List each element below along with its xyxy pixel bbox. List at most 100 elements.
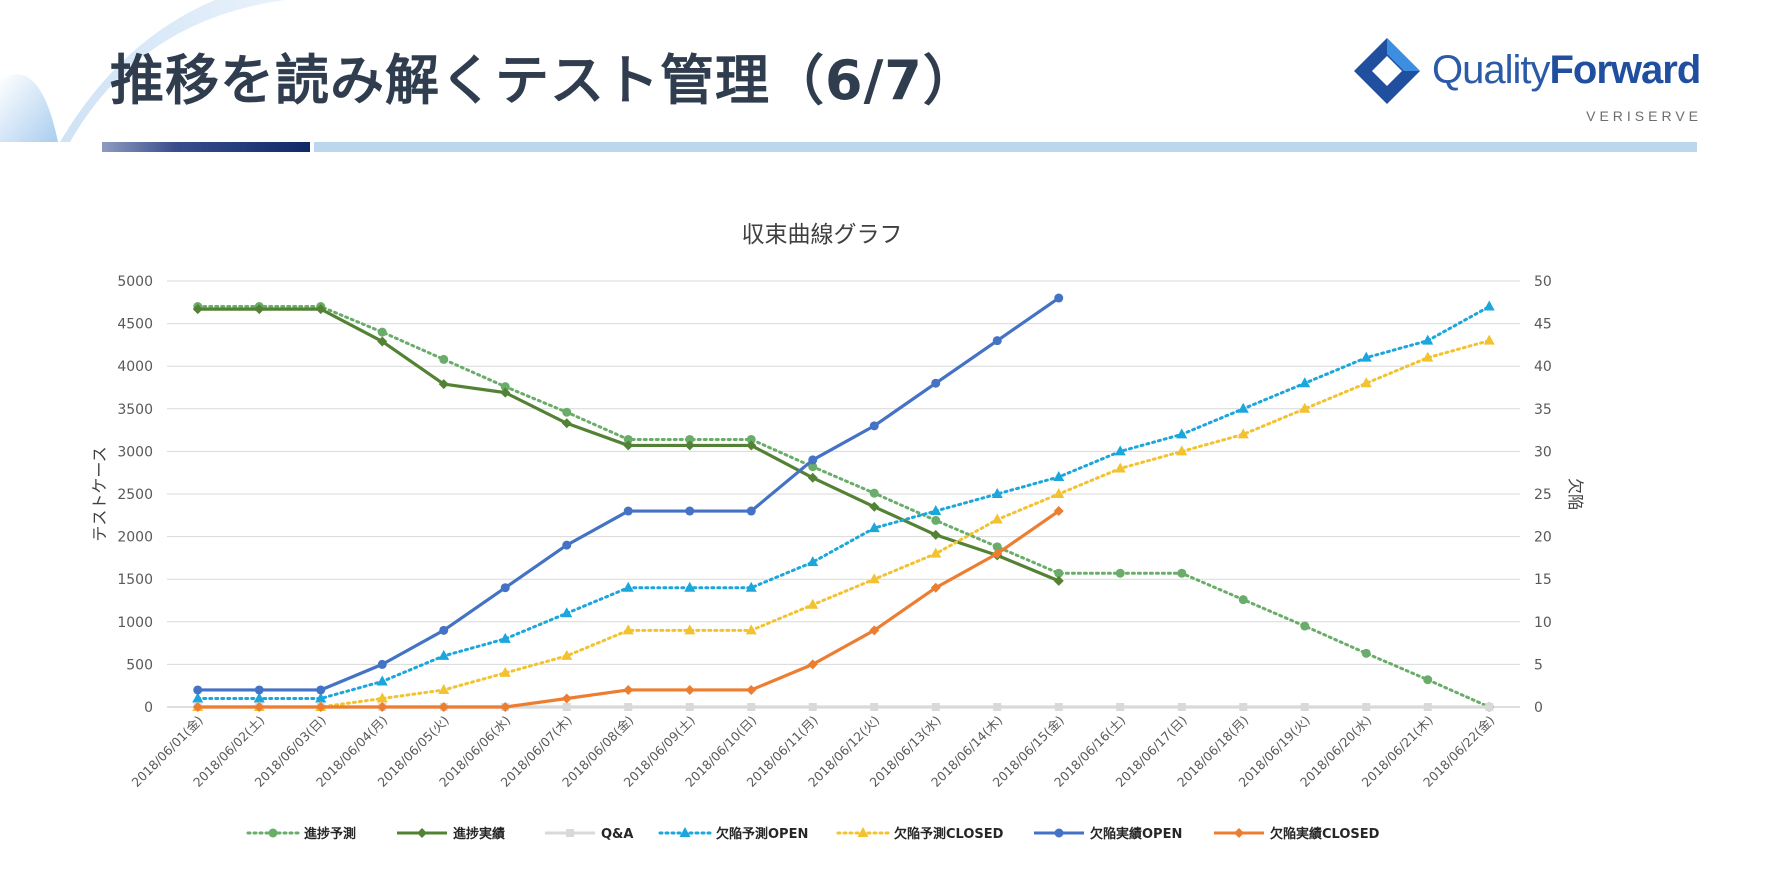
header-decoration: [0, 0, 285, 142]
data-point: [746, 440, 757, 451]
data-point: [500, 382, 510, 392]
data-point: [992, 548, 1003, 559]
data-point: [561, 418, 572, 429]
data-point: [1115, 568, 1125, 578]
data-point: [1362, 703, 1371, 711]
y-tick-label: 0: [144, 700, 153, 716]
data-point: [1300, 621, 1310, 631]
y2-tick-label: 10: [1534, 615, 1552, 631]
data-point: [747, 703, 756, 711]
series-1: [192, 304, 1064, 586]
legend-label: Q&A: [601, 827, 633, 842]
data-point: [192, 692, 204, 703]
data-point: [684, 684, 695, 695]
data-point: [438, 379, 449, 390]
y-tick-label: 1500: [117, 572, 153, 588]
y2-tick-label: 20: [1534, 530, 1552, 546]
data-point: [561, 693, 572, 704]
data-point: [685, 506, 695, 516]
logo-wordmark: QualityForward: [1432, 48, 1701, 92]
data-point: [438, 683, 450, 694]
data-point: [192, 304, 203, 315]
data-point: [377, 336, 388, 347]
series-group: [192, 293, 1495, 712]
data-point: [623, 684, 634, 695]
data-point: [1238, 595, 1248, 605]
legend-item: 欠陥実績CLOSED: [1214, 826, 1380, 842]
data-point: [869, 625, 880, 636]
data-point: [869, 488, 879, 498]
data-point: [499, 666, 511, 677]
data-point: [254, 702, 265, 712]
data-point: [438, 649, 450, 660]
y2-tick-label: 30: [1534, 444, 1552, 460]
data-point: [992, 336, 1002, 346]
data-point: [1361, 648, 1371, 658]
legend-label: 欠陥実績OPEN: [1090, 826, 1182, 842]
series-line: [196, 305, 1491, 709]
legend: 進捗予測 進捗実績 Q&A 欠陥予測OPEN 欠陥予測CLOSED 欠陥実績OPEN 欠陥実…: [246, 826, 1380, 842]
y-tick-label: 3500: [117, 402, 153, 418]
data-point: [807, 598, 819, 609]
data-point: [1114, 462, 1126, 473]
data-point: [931, 378, 941, 388]
slide-title: 推移を読み解くテスト管理（6/7）: [110, 49, 978, 112]
data-point: [869, 421, 879, 431]
data-point: [1299, 377, 1311, 388]
y2-tick-label: 40: [1534, 359, 1552, 375]
data-point: [684, 581, 696, 592]
series-0: [193, 302, 1494, 712]
data-point: [868, 522, 880, 533]
y-tick-label: 2500: [117, 487, 153, 503]
data-point: [1053, 575, 1064, 586]
data-point: [316, 685, 326, 695]
legend-item: 欠陥実績OPEN: [1034, 826, 1182, 842]
legend-label: 進捗予測: [304, 826, 356, 842]
data-point: [1116, 703, 1125, 711]
series-3: [192, 300, 1495, 703]
data-point: [561, 649, 573, 660]
data-point: [1176, 428, 1188, 439]
data-point: [931, 515, 941, 525]
data-point: [500, 702, 511, 712]
legend-item: 欠陥予測OPEN: [658, 826, 808, 842]
chart-title: 収束曲線グラフ: [742, 222, 903, 248]
data-point: [1054, 568, 1064, 578]
data-point: [562, 407, 572, 417]
data-point: [500, 583, 510, 593]
data-point: [991, 513, 1003, 524]
data-point: [684, 624, 696, 635]
data-point: [439, 354, 449, 364]
data-point: [1054, 293, 1064, 303]
legend-marker: [268, 828, 278, 838]
data-point: [993, 703, 1002, 711]
y-tick-label: 3000: [117, 444, 153, 460]
data-point: [439, 625, 449, 635]
legend-label: 欠陥予測OPEN: [716, 826, 808, 842]
data-point: [315, 304, 326, 315]
y-tick-label: 2000: [117, 530, 153, 546]
series-line: [196, 339, 1491, 709]
legend-marker: [1054, 828, 1064, 838]
data-point: [623, 434, 633, 444]
legend-marker: [417, 828, 427, 838]
data-point: [1299, 402, 1311, 413]
data-point: [868, 573, 880, 584]
legend-label: 進捗実績: [453, 826, 505, 842]
data-point: [1237, 428, 1249, 439]
data-point: [376, 692, 388, 703]
y2-tick-label: 0: [1534, 700, 1543, 716]
legend-label: 欠陥実績CLOSED: [1270, 826, 1380, 842]
data-point: [1177, 568, 1187, 578]
data-point: [1053, 506, 1064, 517]
data-point: [991, 488, 1003, 498]
data-point: [808, 455, 818, 465]
title-underline-light: [314, 142, 1697, 152]
logo-company-name: VERISERVE: [1586, 108, 1702, 124]
series-line: [197, 509, 1060, 709]
y2-tick-label: 5: [1534, 657, 1543, 673]
data-point: [746, 684, 757, 695]
data-point: [499, 632, 511, 643]
data-point: [622, 624, 634, 635]
y-tick-label: 5000: [117, 274, 153, 290]
